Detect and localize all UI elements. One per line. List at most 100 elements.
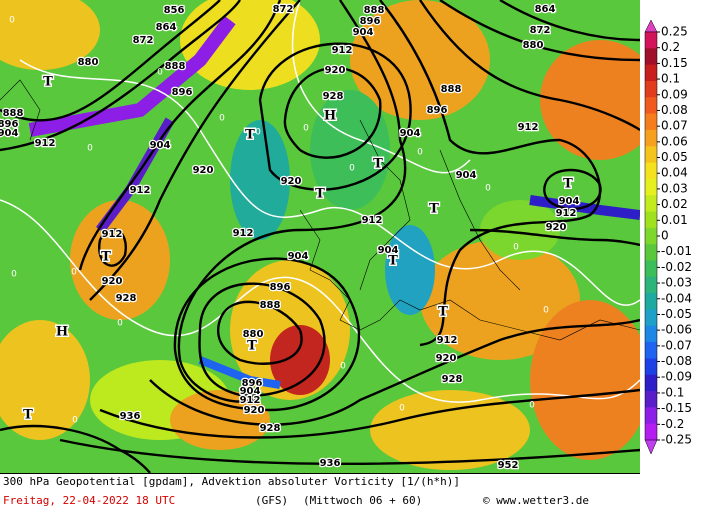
colorbar-swatch xyxy=(645,293,657,310)
colorbar-label: -0.07 xyxy=(661,338,692,352)
colorbar-label: -0.06 xyxy=(661,323,692,337)
zero-label: 0 xyxy=(529,401,535,411)
contour-label: 904 xyxy=(240,386,261,397)
colorbar-label: 0.25 xyxy=(661,25,688,39)
colorbar-swatch xyxy=(645,325,657,343)
zero-label: 0 xyxy=(9,16,15,26)
colorbar-swatch xyxy=(645,113,657,131)
colorbar-swatch xyxy=(645,80,657,98)
colorbar-label: -0.08 xyxy=(661,354,692,368)
colorbar-swatch xyxy=(645,374,657,392)
footer-date: Freitag, 22-04-2022 18 UTC xyxy=(3,494,175,507)
pressure-center: T xyxy=(373,157,383,172)
pressure-center: T xyxy=(315,187,325,202)
contour-label: 904 xyxy=(400,128,421,139)
contour-label: 952 xyxy=(498,460,519,471)
colorbar-swatch xyxy=(645,211,657,229)
zero-label: 0 xyxy=(71,268,77,278)
contour-label: 904 xyxy=(353,27,374,38)
contour-label: 936 xyxy=(320,458,341,469)
zero-label: 0 xyxy=(340,362,346,372)
contour-label: 936 xyxy=(120,411,141,422)
colorbar-swatch xyxy=(645,97,657,115)
colorbar-label: -0.02 xyxy=(661,260,692,274)
colorbar-swatch xyxy=(645,342,657,359)
contour-label: 888 xyxy=(441,84,462,95)
contour-label: 872 xyxy=(273,4,294,15)
colorbar-label: -0.09 xyxy=(661,370,692,384)
colorbar-swatch xyxy=(645,276,657,294)
colorbar-swatch xyxy=(645,129,657,147)
colorbar-swatch xyxy=(645,407,657,425)
colorbar-label: 0.15 xyxy=(661,56,688,70)
map-field xyxy=(0,0,640,473)
contour-label: 904 xyxy=(288,251,309,262)
colorbar: 0.250.20.150.10.090.080.070.060.050.040.… xyxy=(644,19,692,455)
colorbar-label: -0.1 xyxy=(661,385,684,399)
contour-label: 904 xyxy=(378,245,399,256)
contour-label: 888 xyxy=(364,5,385,16)
contour-label: 928 xyxy=(116,293,137,304)
contour-label: 904 xyxy=(456,170,477,181)
colorbar-swatch xyxy=(645,195,657,213)
colorbar-swatch xyxy=(645,178,657,196)
contour-label: 920 xyxy=(546,222,567,233)
colorbar-label: 0.05 xyxy=(661,150,688,164)
colorbar-label: 0.1 xyxy=(661,72,680,86)
colorbar-swatch xyxy=(645,244,657,261)
colorbar-label: 0.08 xyxy=(661,103,688,117)
colorbar-label: -0.05 xyxy=(661,307,692,321)
contour-label: 912 xyxy=(240,395,261,406)
colorbar-label: 0.06 xyxy=(661,134,688,148)
contour-label: 872 xyxy=(133,35,154,46)
colorbar-swatch xyxy=(645,32,657,49)
zero-label: 0 xyxy=(349,164,355,174)
contour-label: 904 xyxy=(0,128,18,139)
contour-label: 920 xyxy=(325,65,346,76)
contour-label: 888 xyxy=(260,300,281,311)
colorbar-label: -0.04 xyxy=(661,291,692,305)
footer-run: (Mittwoch 06 + 60) xyxy=(303,494,422,507)
colorbar-label: -0.03 xyxy=(661,276,692,290)
contour-label: 920 xyxy=(244,405,265,416)
contour-label: 880 xyxy=(243,329,264,340)
zero-label: 0 xyxy=(72,416,78,426)
contour-label: 864 xyxy=(535,4,556,15)
pressure-center: H xyxy=(324,109,336,124)
contour-label: 912 xyxy=(102,229,123,240)
contour-label: 896 xyxy=(427,105,448,116)
pressure-center: T xyxy=(43,75,53,90)
contour-label: 880 xyxy=(78,57,99,68)
contour-label: 888 xyxy=(3,108,24,119)
contour-label: 888 xyxy=(165,61,186,72)
contour-label: 904 xyxy=(150,140,171,151)
zero-label: 0 xyxy=(303,124,309,134)
colorbar-label: -0.2 xyxy=(661,417,684,431)
footer-title: 300 hPa Geopotential [gpdam], Advektion … xyxy=(3,475,460,488)
contour-label: 920 xyxy=(436,353,457,364)
colorbar-label: -0.25 xyxy=(661,433,692,447)
contour-label: 896 xyxy=(172,87,193,98)
pressure-center: T xyxy=(388,254,398,269)
colorbar-label: 0.01 xyxy=(661,213,688,227)
colorbar-label: 0.02 xyxy=(661,197,688,211)
colorbar-swatch xyxy=(645,227,657,245)
colorbar-arrow-bottom xyxy=(644,439,658,455)
contour-label: 912 xyxy=(332,45,353,56)
colorbar-arrow-top xyxy=(644,19,658,33)
zero-label: 0 xyxy=(117,319,123,329)
colorbar-label: -0.01 xyxy=(661,244,692,258)
contour-label: 920 xyxy=(102,276,123,287)
colorbar-label: 0.09 xyxy=(661,87,688,101)
footer-credit: © www.wetter3.de xyxy=(483,494,589,507)
zero-label: 0 xyxy=(157,68,163,78)
contour-label: 856 xyxy=(164,5,185,16)
contour-label: 928 xyxy=(323,91,344,102)
pressure-center: T xyxy=(245,128,255,143)
colorbar-label: 0 xyxy=(661,229,669,243)
colorbar-swatch xyxy=(645,391,657,408)
colorbar-swatch xyxy=(645,358,657,376)
colorbar-swatch xyxy=(645,162,657,180)
